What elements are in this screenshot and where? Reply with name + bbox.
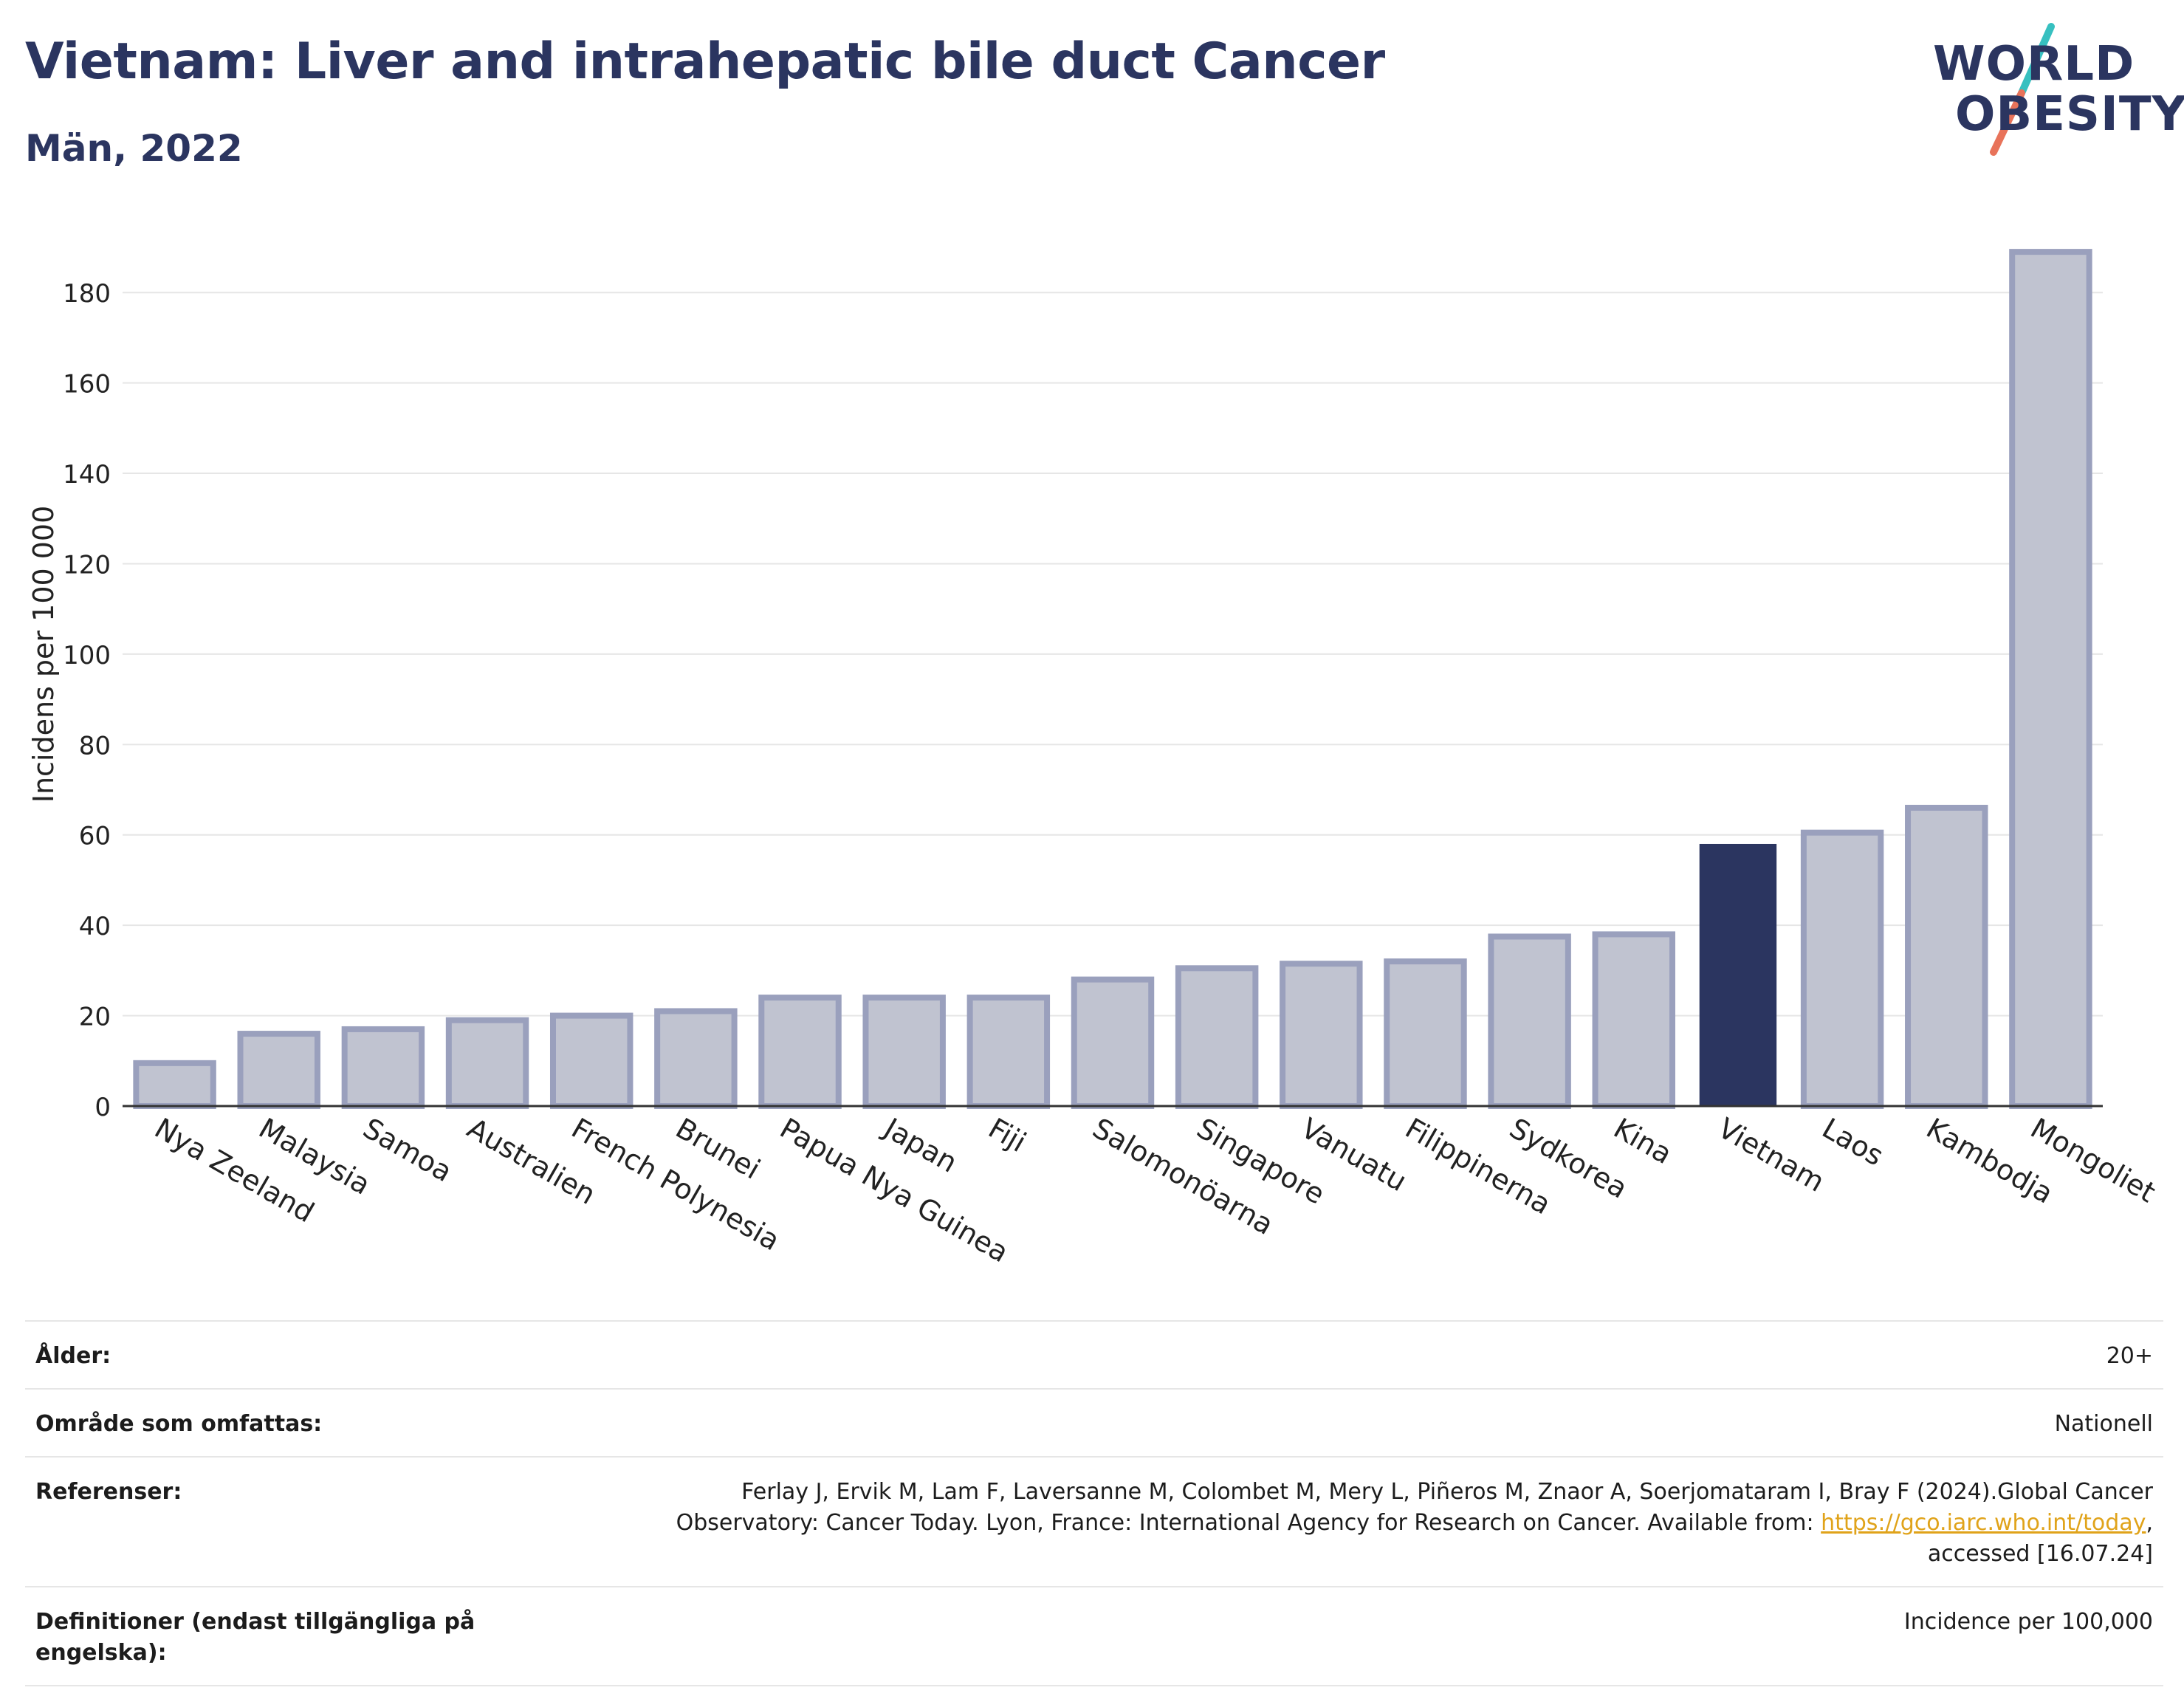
logo-text-obesity: OBESITY: [1955, 87, 2184, 142]
page-subtitle: Män, 2022: [25, 127, 243, 170]
x-tick-label: Salomonöarna: [1088, 1112, 1280, 1241]
bar-vietnam[interactable]: [1699, 843, 1777, 1106]
bar-kambodja[interactable]: [1905, 805, 1988, 1109]
y-tick-label: 80: [79, 731, 111, 761]
bar-australien[interactable]: [445, 1017, 529, 1109]
x-tick-label: Laos: [1817, 1112, 1889, 1173]
info-value: Nationell: [2054, 1411, 2153, 1437]
bar-chart: 0 20 40 60 80 100 120 140 160 180 Nya ZeelandMala…: [27, 249, 2161, 1268]
y-tick-label: 40: [79, 912, 111, 941]
info-row-references: Referenser: Ferlay J, Ervik M, Lam F, La…: [25, 1456, 2163, 1586]
info-label: Område som omfattas:: [35, 1411, 323, 1437]
y-tick-label: 60: [79, 822, 111, 851]
y-tick-label: 120: [63, 550, 111, 580]
y-tick-label: 140: [63, 460, 111, 490]
bar-salomonöarna[interactable]: [1071, 976, 1155, 1109]
info-value: Ferlay J, Ervik M, Lam F, Laversanne M, …: [632, 1477, 2153, 1570]
bar-fiji[interactable]: [966, 995, 1051, 1109]
info-label: Referenser:: [35, 1479, 182, 1505]
page-title: Vietnam: Liver and intrahepatic bile duc…: [25, 32, 1385, 91]
grid-lines: [123, 292, 2103, 1017]
bar-sydkorea[interactable]: [1488, 933, 1571, 1109]
bar-japan[interactable]: [862, 995, 946, 1109]
reference-text-tail: , accessed [16.07.24]: [1927, 1510, 2153, 1567]
bar-nya-zeeland[interactable]: [133, 1060, 216, 1109]
bar-samoa[interactable]: [341, 1026, 425, 1110]
bar-brunei[interactable]: [654, 1008, 738, 1109]
bar-vanuatu[interactable]: [1280, 961, 1363, 1110]
bar-filippinerna[interactable]: [1384, 958, 1467, 1110]
logo-slash-icon: [1990, 23, 2055, 156]
info-value: 20+: [2106, 1343, 2153, 1369]
info-row-definitions: Definitioner (endast tillgängliga på eng…: [25, 1586, 2163, 1686]
bar-french-polynesia[interactable]: [549, 1012, 633, 1110]
y-tick-label: 100: [63, 641, 111, 670]
x-tick-label: Kina: [1608, 1112, 1678, 1171]
info-value: Incidence per 100,000: [1903, 1609, 2153, 1635]
bar-malaysia[interactable]: [237, 1031, 320, 1109]
reference-text: Ferlay J, Ervik M, Lam F, Laversanne M, …: [676, 1479, 2153, 1536]
bar-papua-nya-guinea[interactable]: [758, 995, 842, 1109]
info-row-area: Område som omfattas: Nationell: [25, 1388, 2163, 1456]
info-table: Ålder: 20+ Område som omfattas: Nationel…: [25, 1320, 2163, 1686]
y-tick-label: 160: [63, 370, 111, 399]
bars: [133, 249, 2092, 1110]
bar-laos[interactable]: [1800, 829, 1884, 1109]
info-label: Definitioner (endast tillgängliga på eng…: [35, 1609, 475, 1666]
info-row-age: Ålder: 20+: [25, 1320, 2163, 1388]
logo-text-world: WORLD: [1933, 37, 2135, 92]
bar-kina[interactable]: [1592, 931, 1676, 1110]
bar-singapore[interactable]: [1175, 965, 1259, 1109]
y-tick-label: 20: [79, 1003, 111, 1032]
y-axis-label: Incidens per 100 000: [27, 506, 60, 803]
reference-link[interactable]: https://gco.iarc.who.int/today: [1821, 1510, 2146, 1536]
y-tick-label: 0: [95, 1093, 111, 1122]
x-tick-label: Vietnam: [1712, 1112, 1830, 1198]
bar-mongoliet[interactable]: [2009, 249, 2092, 1109]
world-obesity-logo[interactable]: WORLD OBESITY: [1927, 22, 2184, 162]
y-tick-label: 180: [63, 279, 111, 309]
x-tick-label: Fiji: [983, 1112, 1031, 1158]
info-label: Ålder:: [35, 1343, 111, 1369]
y-axis: 0 20 40 60 80 100 120 140 160 180: [63, 279, 111, 1122]
